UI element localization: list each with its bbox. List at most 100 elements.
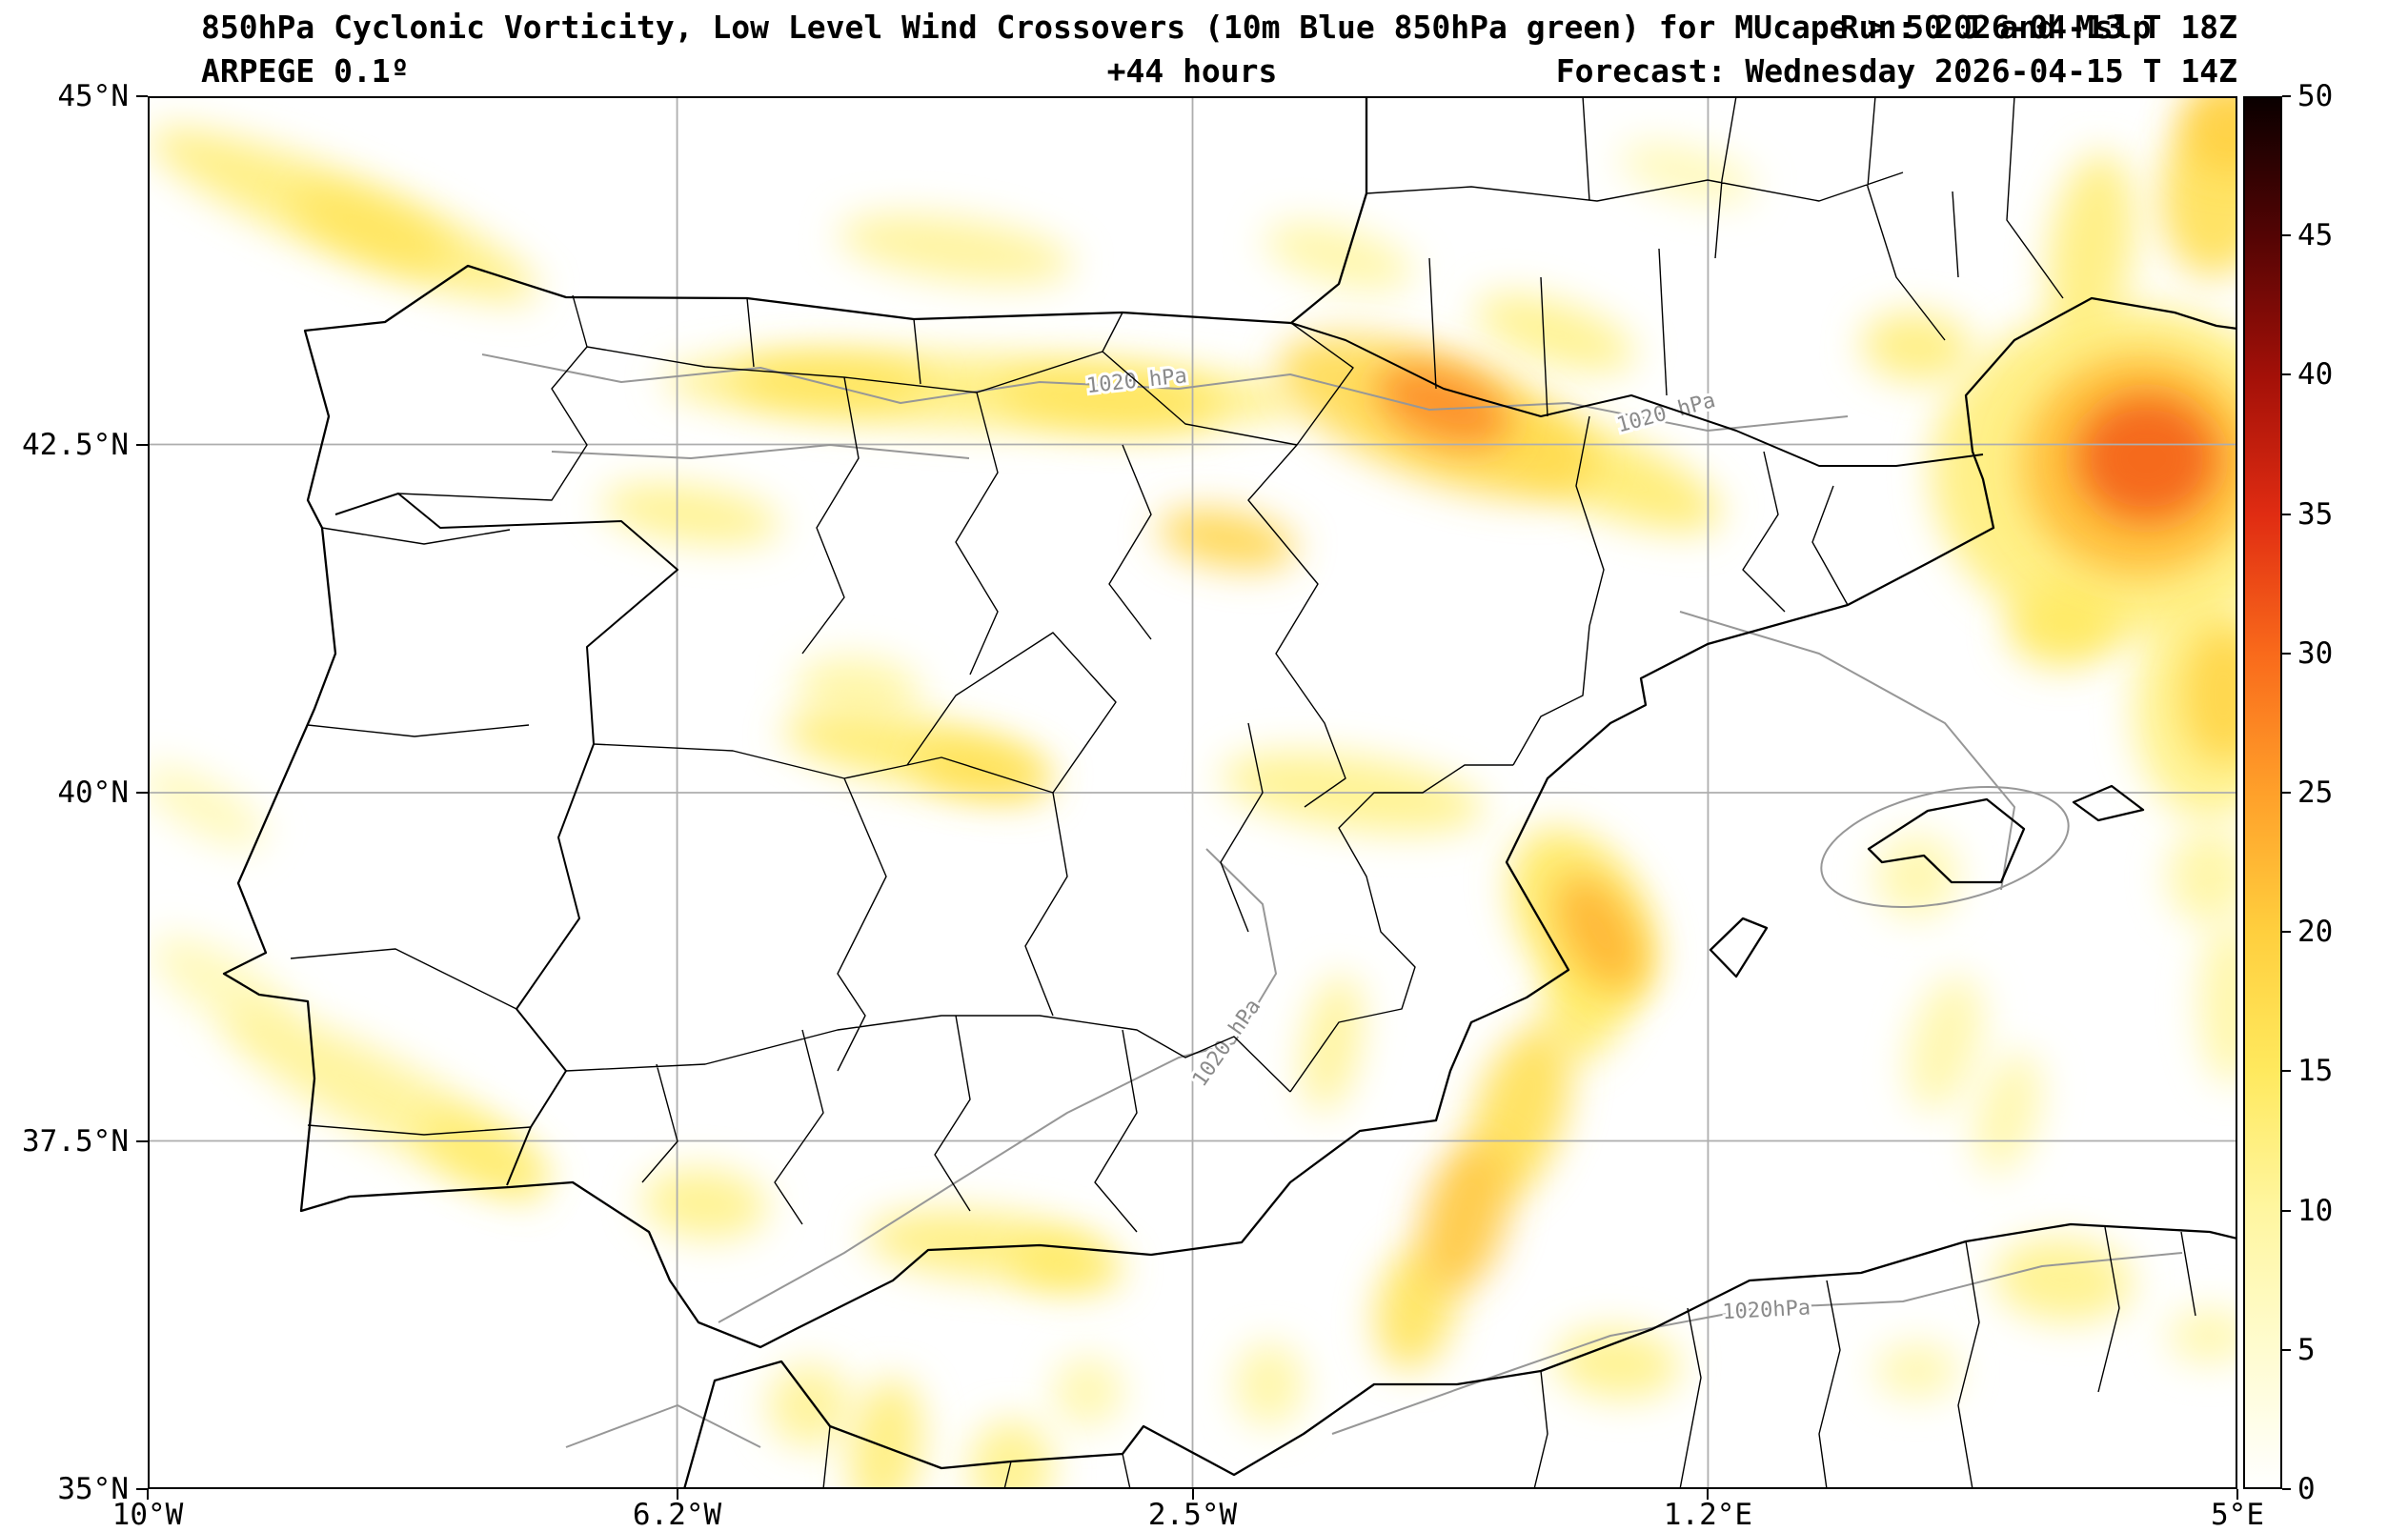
vorticity-blob (1993, 1238, 2134, 1322)
colorbar-tick-label: 35 (2297, 496, 2334, 532)
isobar-1020-balearic (1679, 611, 2015, 891)
vorticity-blob (1474, 293, 1635, 373)
colorbar-tick-label: 45 (2297, 218, 2334, 253)
coastline (222, 94, 2239, 1491)
geography-layer (222, 94, 2239, 1491)
vorticity-blob (141, 765, 266, 848)
y-tick-label: 37.5°N (22, 1123, 129, 1159)
vorticity-blob (1554, 1328, 1681, 1400)
colorbar-tick-label: 5 (2297, 1332, 2316, 1367)
vorticity-blob (1011, 1240, 1123, 1292)
vorticity-blob (838, 214, 1074, 285)
forecast-label: Forecast: Wednesday 2026-04-15 T 14Z (1555, 52, 2237, 90)
colorbar-tick-label: 50 (2297, 79, 2334, 113)
vorticity-blob (1619, 142, 1755, 204)
vorticity-blob (1874, 1342, 1959, 1399)
colorbar-tick-mark (2282, 1488, 2291, 1490)
x-tick-label: 1.2°E (1663, 1498, 1753, 1532)
vorticity-blob (1555, 875, 1644, 990)
isobar-label: 1020hPa (1722, 1296, 1811, 1324)
vorticity-blob (848, 1378, 923, 1517)
colorbar-tick-mark (2282, 373, 2291, 376)
colorbar-tick-mark (2282, 95, 2291, 97)
vorticity-blob (1419, 1142, 1509, 1293)
x-tick-label: 10°W (111, 1498, 184, 1532)
x-tick-label: 6.2°W (632, 1498, 722, 1532)
vorticity-blob (2199, 917, 2261, 1085)
isobar-1020-south-diagonal (718, 848, 1277, 1323)
vorticity-blob (2167, 827, 2252, 925)
graticule-layer (147, 95, 2238, 1490)
vorticity-blob (1264, 223, 1414, 291)
chart-title: 850hPa Cyclonic Vorticity, Low Level Win… (201, 9, 2152, 46)
colorbar-tick-mark (2282, 1348, 2291, 1351)
y-tick-label: 45°N (57, 79, 129, 113)
vorticity-blob (601, 483, 781, 545)
vorticity-heatmap-layer (141, 75, 2321, 1518)
colorbar-tick-mark (2282, 792, 2291, 794)
vorticity-blob (1234, 1342, 1305, 1427)
colorbar-tick-label: 25 (2297, 776, 2334, 810)
x-tick-label: 5°E (2211, 1498, 2264, 1532)
colorbar-tick-label: 40 (2297, 357, 2334, 393)
colorbar-tick-label: 0 (2297, 1472, 2316, 1506)
vorticity-blob (1874, 834, 1959, 918)
model-label: ARPEGE 0.1º (201, 52, 410, 90)
vorticity-blob (969, 1419, 1054, 1518)
y-tick-mark (136, 1139, 148, 1142)
isobar-1020-africa (1331, 1252, 2183, 1435)
colorbar-tick-mark (2282, 1209, 2291, 1212)
vorticity-blob (292, 189, 449, 268)
x-tick-mark (676, 1489, 678, 1500)
colorbar-tick-label: 30 (2297, 635, 2334, 671)
colorbar-tick-mark (2282, 513, 2291, 515)
x-tick-mark (1191, 1489, 1194, 1500)
vorticity-blob (2167, 1308, 2252, 1364)
isobar-1020-alboran (565, 1404, 761, 1448)
vorticity-blob (767, 1363, 852, 1448)
vorticity-blob (1302, 975, 1363, 1113)
vorticity-blob (2076, 395, 2217, 521)
colorbar-tick-mark (2282, 1070, 2291, 1073)
y-tick-label: 35°N (57, 1472, 129, 1506)
vorticity-blob (795, 656, 921, 719)
map-plot-area: 1020 hPa 1020 hPa 1020 hPa 1020hPa (141, 75, 2321, 1518)
x-tick-label: 2.5°W (1147, 1498, 1238, 1532)
vorticity-blob (642, 1168, 768, 1240)
colorbar-tick-label: 20 (2297, 915, 2334, 950)
y-tick-mark (136, 1488, 148, 1490)
x-tick-mark (1707, 1489, 1710, 1500)
lead-time-label: +44 hours (1106, 52, 1278, 90)
vorticity-blob (1861, 312, 1973, 382)
vorticity-blob (2047, 152, 2135, 347)
vorticity-blob (915, 744, 1053, 799)
isobar-1020-north-inner (551, 444, 970, 459)
vorticity-blob (418, 1114, 545, 1197)
y-tick-mark (136, 95, 148, 97)
vorticity-blob (1906, 975, 1984, 1112)
colorbar (2243, 96, 2282, 1489)
colorbar-tick-mark (2282, 234, 2291, 237)
vorticity-blob (1158, 509, 1297, 570)
y-tick-mark (136, 443, 148, 446)
y-tick-label: 42.5°N (22, 427, 129, 462)
run-label: Run: 2026-04-13 T 18Z (1839, 9, 2237, 46)
vorticity-blob (1053, 1357, 1123, 1427)
x-tick-mark (147, 1489, 149, 1500)
colorbar-tick-label: 15 (2297, 1054, 2334, 1089)
vorticity-blob (1973, 1052, 2042, 1175)
isobar-label: 1020 hPa (1188, 995, 1265, 1091)
x-tick-mark (2236, 1489, 2238, 1500)
colorbar-tick-mark (2282, 931, 2291, 934)
vorticity-blob (2007, 583, 2119, 668)
isobar-1020-north (481, 353, 1849, 432)
colorbar-tick-label: 10 (2297, 1193, 2334, 1228)
admin-borders (290, 95, 2196, 1490)
isobar-1020-mallorca-loop (1820, 785, 2070, 909)
vorticity-blob (733, 356, 928, 408)
y-tick-label: 40°N (57, 776, 129, 810)
vorticity-blob (998, 371, 1221, 429)
y-tick-mark (136, 792, 148, 794)
